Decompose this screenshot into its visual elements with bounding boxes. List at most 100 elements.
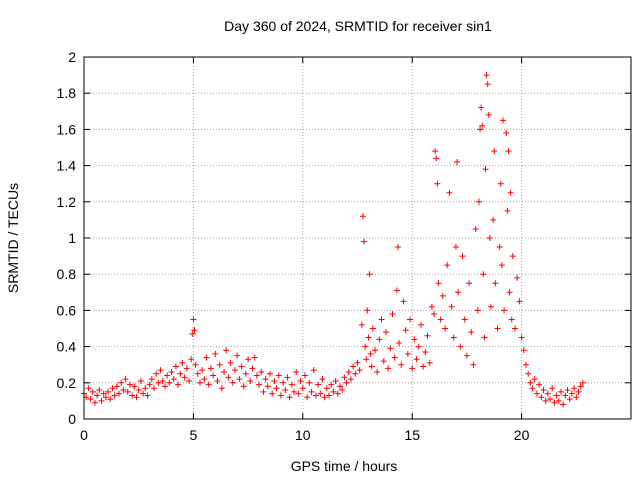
data-point: [258, 368, 265, 375]
data-point: [428, 303, 435, 310]
data-point: [480, 271, 487, 278]
data-point: [288, 381, 295, 388]
data-point: [560, 401, 567, 408]
data-point: [564, 387, 571, 394]
data-point: [359, 213, 366, 220]
data-point: [435, 280, 442, 287]
data-point: [102, 394, 109, 401]
data-point: [516, 298, 523, 305]
data-point: [417, 321, 424, 328]
data-point: [256, 381, 263, 388]
data-point: [203, 354, 210, 361]
data-point: [568, 390, 575, 397]
data-point: [393, 287, 400, 294]
data-point: [247, 377, 254, 384]
data-point: [336, 383, 343, 390]
data-point: [420, 363, 427, 370]
data-point: [291, 388, 298, 395]
data-point: [159, 377, 166, 384]
data-point: [522, 361, 529, 368]
data-point: [166, 379, 173, 386]
data-point: [221, 368, 228, 375]
data-point: [223, 347, 230, 354]
data-point: [264, 383, 271, 390]
y-tick-label: 1.2: [57, 194, 77, 210]
data-point: [129, 392, 136, 399]
data-point: [454, 158, 461, 165]
data-point: [455, 289, 462, 296]
data-point: [212, 350, 219, 357]
data-point: [542, 397, 549, 404]
data-point: [520, 347, 527, 354]
data-point: [434, 180, 441, 187]
data-point: [328, 381, 335, 388]
data-point: [448, 303, 455, 310]
y-tick-label: 2: [68, 49, 76, 65]
data-point: [527, 379, 534, 386]
data-point: [358, 321, 365, 328]
data-point: [260, 388, 267, 395]
data-point: [275, 372, 282, 379]
data-point: [144, 392, 151, 399]
data-point: [507, 189, 514, 196]
data-point: [175, 381, 182, 388]
data-point: [474, 307, 481, 314]
y-axis-label: SRMTID / TECUs: [5, 183, 21, 293]
data-point: [382, 329, 389, 336]
x-tick-label: 20: [514, 427, 530, 443]
data-point: [227, 359, 234, 366]
data-point: [310, 367, 317, 374]
data-point: [177, 370, 184, 377]
data-point: [483, 72, 490, 79]
data-point: [365, 334, 372, 341]
data-point: [404, 350, 411, 357]
data-point: [94, 392, 101, 399]
data-point: [105, 388, 112, 395]
data-point: [304, 394, 311, 401]
data-point: [409, 365, 416, 372]
data-point: [426, 359, 433, 366]
data-point: [266, 370, 273, 377]
chart-title: Day 360 of 2024, SRMTID for receiver sin…: [224, 18, 492, 34]
data-point: [280, 379, 287, 386]
data-point: [118, 379, 125, 386]
data-point: [315, 381, 322, 388]
data-point: [345, 368, 352, 375]
x-tick-label: 15: [404, 427, 420, 443]
data-point: [293, 368, 300, 375]
data-point: [402, 327, 409, 334]
y-tick-label: 0.4: [57, 339, 77, 355]
data-point: [538, 394, 545, 401]
data-point: [172, 363, 179, 370]
data-point: [196, 379, 203, 386]
data-point: [87, 396, 94, 403]
data-point: [120, 387, 127, 394]
data-point: [547, 396, 554, 403]
data-point: [544, 390, 551, 397]
data-point: [131, 383, 138, 390]
data-point: [189, 330, 196, 337]
data-point: [498, 262, 505, 269]
data-point: [249, 365, 256, 372]
data-point: [96, 387, 103, 394]
data-point: [376, 336, 383, 343]
data-point: [89, 388, 96, 395]
y-tick-label: 0: [68, 411, 76, 427]
data-point: [343, 379, 350, 386]
data-point: [199, 367, 206, 374]
data-point: [505, 148, 512, 155]
data-point: [431, 311, 438, 318]
data-point: [161, 383, 168, 390]
data-point: [439, 292, 446, 299]
data-point: [194, 370, 201, 377]
data-point: [385, 365, 392, 372]
data-point: [536, 381, 543, 388]
grid: [84, 57, 631, 419]
data-point: [188, 356, 195, 363]
data-point: [306, 379, 313, 386]
data-point: [424, 332, 431, 339]
data-point: [85, 385, 92, 392]
data-point: [133, 394, 140, 401]
